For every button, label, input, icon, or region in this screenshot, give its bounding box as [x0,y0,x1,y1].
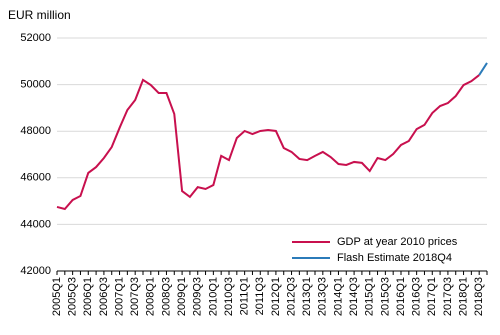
x-tick-label: 2009Q1 [176,277,188,316]
x-tick-label: 2017Q3 [442,277,454,316]
x-tick-label: 2018Q3 [473,277,485,316]
x-tick-label: 2011Q1 [239,277,251,315]
x-tick-label: 2012Q3 [285,277,297,316]
x-tick-label: 2016Q3 [411,277,423,316]
y-axis-label: EUR million [8,8,71,22]
x-tick-label: 2014Q3 [348,277,360,316]
x-tick-label: 2006Q3 [98,277,110,316]
y-tick-label: 46000 [20,172,51,184]
x-tick-label: 2015Q1 [364,277,376,316]
x-tick-label: 2010Q1 [207,277,219,316]
line [478,62,488,76]
x-tick-label: 2008Q3 [160,277,172,316]
x-tick-label: 2013Q1 [301,277,313,316]
y-tick-label: 52000 [20,32,51,44]
x-tick-label: 2018Q1 [457,277,469,316]
x-tick-label: 2009Q3 [192,277,204,316]
y-tick-label: 42000 [20,265,51,277]
legend-label: Flash Estimate 2018Q4 [337,252,452,264]
x-tick-label: 2008Q1 [145,277,157,316]
x-tick-label: 2012Q1 [270,277,282,316]
x-tick-label: 2005Q1 [51,277,63,316]
x-tick-label: 2006Q1 [82,277,94,316]
x-tick-label: 2007Q1 [113,277,125,316]
y-tick-label: 50000 [20,79,51,91]
x-tick-label: 2016Q1 [395,277,407,316]
line [56,74,480,211]
x-tick-label: 2014Q1 [332,277,344,316]
x-tick-label: 2011Q3 [254,277,266,315]
x-tick-label: 2007Q3 [129,277,141,316]
legend-label: GDP at year 2010 prices [337,236,458,248]
y-tick-label: 48000 [20,125,51,137]
y-tick-label: 44000 [20,218,51,230]
x-tick-label: 2017Q1 [426,277,438,316]
x-tick-label: 2010Q3 [223,277,235,316]
x-tick-label: 2015Q3 [379,277,391,316]
x-tick-label: 2013Q3 [317,277,329,316]
x-tick-label: 2005Q3 [67,277,79,316]
